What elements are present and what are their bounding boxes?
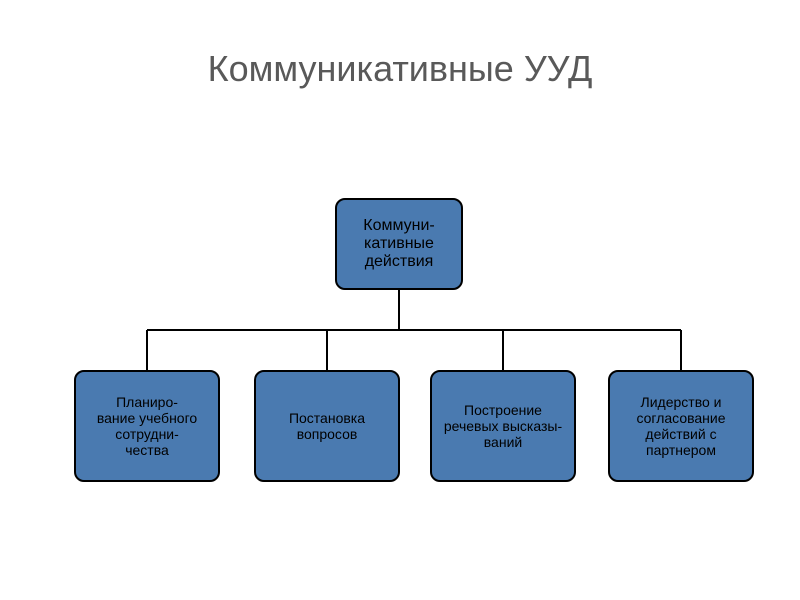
root-node-label: Коммуни-кативные действия [343, 217, 455, 271]
connector-lines [0, 0, 800, 600]
child-node-2: Постановка вопросов [254, 370, 400, 482]
diagram-title: Коммуникативные УУД [0, 48, 800, 90]
child-node-1-label: Планиро-вание учебного сотрудни-чества [82, 394, 212, 458]
child-node-2-label: Постановка вопросов [262, 410, 392, 442]
child-node-3: Построение речевых высказы-ваний [430, 370, 576, 482]
child-node-1: Планиро-вание учебного сотрудни-чества [74, 370, 220, 482]
child-node-4: Лидерство и согласование действий с парт… [608, 370, 754, 482]
child-node-4-label: Лидерство и согласование действий с парт… [616, 394, 746, 458]
child-node-3-label: Построение речевых высказы-ваний [438, 402, 568, 450]
root-node: Коммуни-кативные действия [335, 198, 463, 290]
